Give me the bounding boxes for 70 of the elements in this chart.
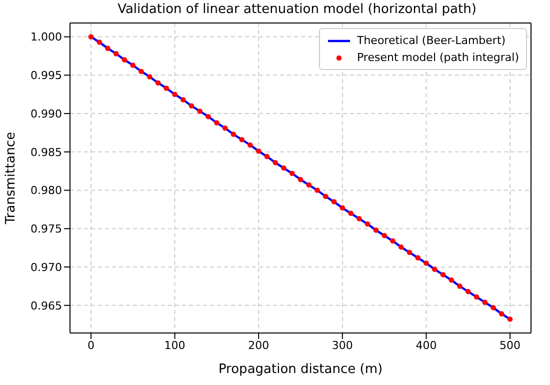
point bbox=[448, 277, 454, 283]
point bbox=[138, 68, 144, 74]
point bbox=[281, 165, 286, 171]
x-tick-label: 300 bbox=[332, 338, 353, 352]
point bbox=[272, 160, 278, 166]
point bbox=[289, 170, 295, 176]
point bbox=[373, 228, 379, 233]
point bbox=[230, 132, 236, 137]
x-tick-label: 100 bbox=[164, 338, 186, 352]
point bbox=[465, 288, 471, 294]
point bbox=[490, 305, 496, 310]
point bbox=[146, 74, 152, 80]
y-tick-label: 0.965 bbox=[30, 299, 62, 312]
point bbox=[323, 194, 328, 200]
point bbox=[415, 255, 420, 260]
point bbox=[248, 142, 253, 148]
y-axis-title: Transmittance bbox=[4, 132, 19, 226]
point bbox=[306, 182, 312, 188]
point bbox=[482, 300, 488, 305]
point bbox=[155, 80, 161, 86]
y-tick-label: 0.985 bbox=[30, 146, 62, 159]
point bbox=[113, 51, 119, 56]
point bbox=[239, 136, 244, 142]
point bbox=[164, 86, 170, 91]
point bbox=[348, 210, 354, 216]
point bbox=[440, 272, 446, 278]
point bbox=[331, 199, 337, 204]
point bbox=[188, 103, 194, 109]
point bbox=[432, 266, 438, 272]
chart-title: Validation of linear attenuation model (horizontal path) bbox=[116, 2, 478, 17]
point bbox=[180, 97, 186, 102]
point bbox=[364, 221, 370, 227]
point bbox=[222, 125, 228, 131]
point bbox=[340, 205, 346, 211]
point bbox=[172, 92, 178, 97]
point bbox=[499, 311, 504, 316]
point bbox=[424, 260, 429, 266]
point bbox=[398, 244, 404, 250]
point bbox=[88, 34, 94, 40]
point bbox=[406, 250, 412, 256]
point bbox=[356, 216, 362, 222]
point bbox=[214, 120, 220, 126]
legend-label: Theoretical (Beer-Lambert) bbox=[356, 33, 506, 49]
point bbox=[474, 294, 480, 300]
point bbox=[457, 284, 462, 289]
point bbox=[507, 316, 513, 322]
point bbox=[264, 154, 270, 160]
x-tick-label: 0 bbox=[87, 338, 94, 352]
y-tick-label: 0.990 bbox=[30, 107, 62, 120]
x-tick-label: 500 bbox=[500, 338, 521, 352]
x-axis-title: Propagation distance (m) bbox=[218, 362, 383, 377]
y-tick-label: 0.970 bbox=[30, 260, 62, 274]
point bbox=[130, 62, 136, 68]
point bbox=[390, 238, 396, 244]
y-tick-label: 0.995 bbox=[30, 69, 62, 82]
point bbox=[298, 176, 304, 182]
y-tick-label: 0.980 bbox=[30, 184, 62, 198]
legend-label: Present model (path integral) bbox=[356, 50, 519, 66]
y-tick-label: 0.975 bbox=[30, 222, 62, 236]
point bbox=[105, 46, 110, 51]
point bbox=[206, 114, 211, 120]
point bbox=[256, 148, 262, 154]
x-tick-label: 200 bbox=[248, 338, 270, 352]
point bbox=[314, 188, 320, 193]
y-tick-label: 1.000 bbox=[30, 30, 62, 44]
x-tick-label: 400 bbox=[416, 338, 437, 352]
point bbox=[96, 40, 102, 45]
point bbox=[197, 108, 203, 114]
point bbox=[382, 232, 387, 238]
point bbox=[122, 57, 128, 62]
